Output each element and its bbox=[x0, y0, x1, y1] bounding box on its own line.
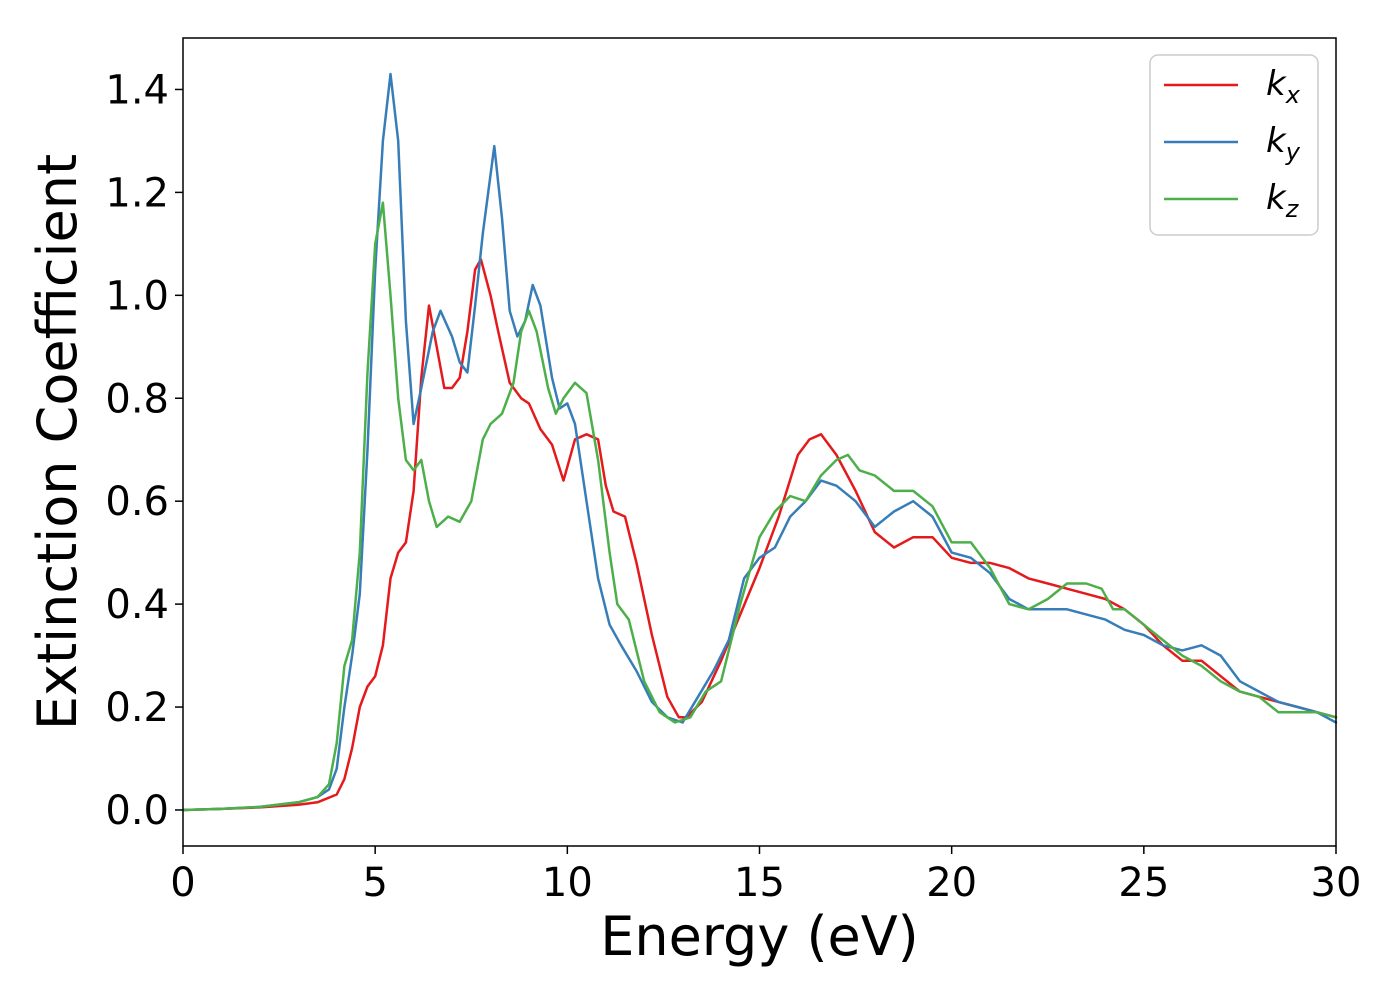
legend: kx ky kz bbox=[1149, 54, 1319, 236]
legend-label-y: ky bbox=[1266, 121, 1301, 166]
x-tick-label: 0 bbox=[170, 860, 195, 906]
x-tick-label: 10 bbox=[542, 860, 593, 906]
y-tick-label: 1.2 bbox=[105, 170, 169, 216]
x-axis-ticks: 0 5 10 15 20 25 30 bbox=[170, 846, 1361, 906]
legend-box bbox=[1149, 54, 1319, 236]
y-tick-label: 0.8 bbox=[105, 376, 169, 422]
x-tick-label: 30 bbox=[1311, 860, 1362, 906]
y-tick-label: 1.4 bbox=[105, 67, 169, 113]
x-tick-label: 5 bbox=[362, 860, 387, 906]
y-axis-label: Extinction Coefficient bbox=[26, 154, 89, 730]
y-tick-label: 0.2 bbox=[105, 685, 169, 731]
y-tick-label: 0.4 bbox=[105, 582, 169, 628]
series-layer bbox=[181, 72, 1338, 812]
y-tick-label: 1.0 bbox=[105, 273, 169, 319]
x-axis-label: Energy (eV) bbox=[600, 905, 919, 968]
series-line-x bbox=[181, 258, 1338, 812]
x-tick-label: 25 bbox=[1118, 860, 1169, 906]
series-line-z bbox=[181, 201, 1338, 812]
x-tick-label: 15 bbox=[734, 860, 785, 906]
y-tick-label: 0.0 bbox=[105, 788, 169, 834]
series-line-y bbox=[181, 72, 1338, 812]
legend-label-z: kz bbox=[1266, 178, 1300, 223]
y-tick-label: 0.6 bbox=[105, 479, 169, 525]
x-tick-label: 20 bbox=[926, 860, 977, 906]
y-axis-ticks: 0.0 0.2 0.4 0.6 0.8 1.0 1.2 1.4 bbox=[105, 67, 183, 834]
legend-label-x: kx bbox=[1266, 64, 1301, 109]
